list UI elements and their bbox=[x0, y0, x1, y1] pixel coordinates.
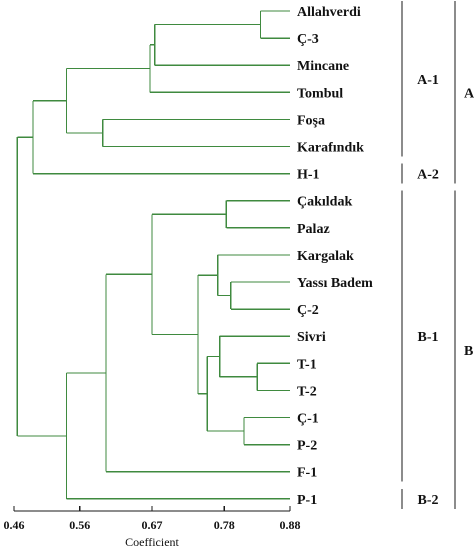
cluster-label-b: B bbox=[464, 344, 473, 359]
cluster-label-a: A bbox=[464, 86, 474, 101]
leaf-label-f-1: F-1 bbox=[297, 466, 317, 481]
leaf-label-t-2: T-2 bbox=[297, 384, 317, 399]
cluster-brackets: A-1 A-2 B-1 B-2 A B bbox=[401, 1, 474, 509]
leaf-label-kargalak: Kargalak bbox=[297, 249, 354, 264]
leaf-label-mincane: Mincane bbox=[297, 59, 349, 74]
leaf-label-tombul: Tombul bbox=[297, 86, 343, 101]
x-tick-label-0-67: 0.67 bbox=[142, 518, 163, 532]
cluster-label-b-2: B-2 bbox=[418, 493, 439, 508]
leaf-label-cak-ldak: Çakıldak bbox=[297, 195, 352, 210]
cluster-label-a-2: A-2 bbox=[417, 168, 439, 183]
leaf-label-palaz: Palaz bbox=[297, 222, 330, 237]
x-axis-title: Coefficient bbox=[125, 535, 179, 549]
x-axis: 0.46 0.56 0.67 0.78 0.88 Coefficient bbox=[4, 506, 301, 549]
cluster-label-a-1: A-1 bbox=[417, 73, 439, 88]
cluster-label-b-1: B-1 bbox=[418, 330, 439, 345]
leaf-label-c-3: Ç-3 bbox=[297, 32, 319, 47]
leaf-label-allahverdi: Allahverdi bbox=[297, 5, 361, 20]
leaf-label-karaf-nd-k: Karafındık bbox=[297, 141, 364, 156]
x-tick-label-0-88: 0.88 bbox=[280, 518, 301, 532]
leaf-label-p-1: P-1 bbox=[297, 493, 317, 508]
leaf-labels: Allahverdi Ç-3 Mincane Tombul Foşa Karafındık… bbox=[297, 5, 373, 508]
leaf-label-sivri: Sivri bbox=[297, 330, 326, 345]
leaf-label-h-1: H-1 bbox=[297, 168, 320, 183]
leaf-label-p-2: P-2 bbox=[297, 439, 317, 454]
dendrogram-branches bbox=[16, 10, 290, 500]
x-tick-label-0-46: 0.46 bbox=[4, 518, 25, 532]
x-tick-label-0-78: 0.78 bbox=[214, 518, 235, 532]
leaf-label-c-1: Ç-1 bbox=[297, 412, 319, 427]
leaf-label-fosa: Foşa bbox=[297, 113, 325, 128]
leaf-label-t-1: T-1 bbox=[297, 357, 317, 372]
leaf-label-yass-badem: Yassı Badem bbox=[297, 276, 373, 291]
x-tick-label-0-56: 0.56 bbox=[69, 518, 90, 532]
leaf-label-c-2: Ç-2 bbox=[297, 303, 319, 318]
